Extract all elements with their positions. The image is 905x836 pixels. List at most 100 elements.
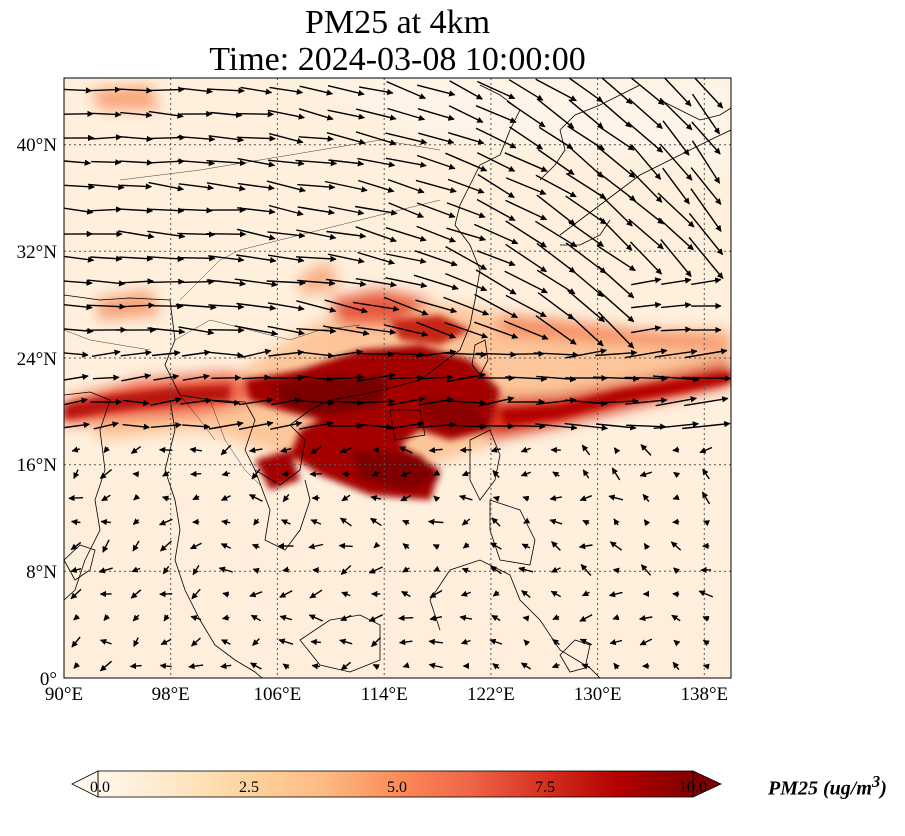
wind-arrow	[460, 638, 471, 645]
wind-arrow	[387, 178, 425, 194]
wind-arrow	[299, 85, 334, 96]
wind-arrow	[474, 321, 519, 339]
wind-arrow	[490, 446, 501, 453]
wind-arrow	[71, 636, 81, 648]
wind-arrow	[220, 494, 231, 501]
wind-arrow	[188, 663, 204, 670]
wind-arrow	[414, 250, 458, 267]
wind-arrow	[492, 663, 500, 670]
wind-arrow	[251, 543, 260, 550]
wind-arrow	[190, 615, 202, 622]
wind-arrow	[132, 540, 140, 552]
wind-arrow	[296, 229, 337, 240]
wind-arrow	[478, 396, 515, 407]
wind-arrow	[309, 445, 322, 455]
wind-arrow	[250, 614, 262, 622]
wind-arrow	[237, 157, 276, 168]
wind-arrow	[416, 154, 456, 170]
wind-arrow	[70, 588, 82, 600]
wind-arrow	[446, 372, 486, 383]
wind-arrow	[419, 374, 454, 381]
wind-arrow	[427, 518, 444, 526]
map-title: PM25 at 4km	[304, 4, 491, 41]
wind-arrow	[119, 159, 154, 166]
wind-arrow	[386, 80, 426, 100]
wind-arrow	[565, 195, 607, 225]
wind-arrow	[236, 135, 276, 142]
wind-arrow	[120, 183, 153, 190]
wind-arrow	[505, 243, 547, 273]
wind-arrow	[402, 519, 410, 526]
wind-arrow	[122, 399, 150, 407]
wind-arrow	[639, 471, 653, 478]
wind-arrow	[329, 349, 364, 358]
wind-arrow	[688, 212, 724, 256]
wind-arrow	[663, 78, 692, 107]
wind-arrow	[339, 447, 352, 454]
wind-arrow	[701, 491, 711, 505]
wind-arrow	[474, 223, 519, 245]
wind-arrow	[657, 192, 695, 228]
wind-arrow	[683, 396, 729, 407]
wind-arrow	[221, 639, 231, 646]
wind-arrow	[355, 226, 397, 243]
wind-arrow	[163, 614, 170, 622]
wind-arrow	[90, 134, 123, 141]
wind-arrow	[180, 397, 213, 405]
wind-arrow	[505, 294, 547, 318]
wind-arrow	[691, 121, 721, 155]
wind-arrow	[429, 615, 443, 622]
wind-arrow	[388, 374, 424, 381]
wind-arrow	[460, 590, 471, 597]
wind-arrow	[639, 615, 653, 622]
wind-arrow	[628, 123, 664, 153]
lon-label-130e: 130°E	[573, 684, 622, 705]
wind-arrow	[103, 614, 111, 621]
wind-arrow	[672, 591, 680, 598]
wind-arrow	[449, 80, 483, 100]
wind-arrow	[399, 446, 413, 454]
wind-arrow	[208, 351, 244, 359]
wind-arrow	[368, 566, 383, 574]
wind-arrow	[91, 111, 122, 118]
wind-arrow	[415, 299, 458, 314]
wind-arrow	[178, 326, 215, 336]
wind-arrow	[64, 87, 93, 94]
wind-arrow	[296, 327, 337, 335]
wind-arrow	[509, 126, 544, 150]
wind-arrow	[162, 470, 170, 477]
wind-arrow	[90, 255, 123, 262]
wind-arrow	[326, 278, 367, 287]
wind-arrow	[282, 663, 290, 670]
wind-arrow	[328, 159, 365, 167]
wind-arrow	[536, 269, 576, 295]
wind-arrow	[536, 194, 576, 226]
wind-arrow	[415, 179, 457, 194]
wind-arrow	[148, 278, 185, 285]
wind-arrow	[119, 207, 154, 214]
wind-arrow	[433, 469, 441, 476]
wind-arrow	[537, 99, 575, 129]
wind-arrow	[148, 181, 185, 192]
colorbar-tick-10: 10.0	[679, 779, 707, 796]
lat-label-0: 0°	[39, 669, 57, 690]
wind-arrow	[64, 183, 95, 190]
wind-arrow	[118, 278, 154, 285]
wind-arrow	[299, 420, 334, 430]
wind-arrow	[148, 86, 185, 93]
wind-arrow	[596, 423, 637, 431]
wind-arrow	[568, 221, 605, 247]
wind-arrow	[672, 494, 680, 501]
wind-arrow	[70, 541, 82, 551]
wind-arrow	[579, 495, 592, 502]
wind-arrow	[279, 590, 293, 598]
wind-arrow	[237, 207, 276, 215]
lon-label-138e: 138°E	[680, 684, 729, 705]
wind-arrow	[234, 325, 278, 337]
wind-arrow	[208, 303, 245, 310]
wind-arrow	[670, 541, 682, 551]
wind-arrow	[308, 543, 324, 550]
wind-arrow	[162, 495, 170, 502]
wind-arrow	[359, 86, 394, 96]
wind-arrow	[597, 311, 635, 349]
